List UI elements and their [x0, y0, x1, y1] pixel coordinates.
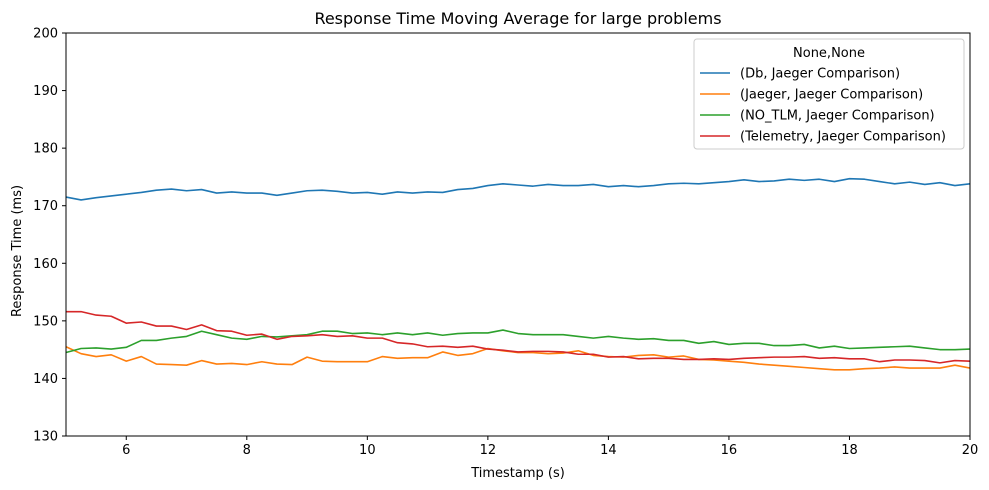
x-tick-label: 10 [359, 443, 376, 458]
chart-title: Response Time Moving Average for large p… [314, 9, 721, 28]
y-tick-label: 160 [33, 257, 58, 272]
y-tick-label: 200 [33, 27, 58, 42]
y-axis: 130 140 150 160 170 180 190 200 [33, 27, 66, 445]
legend-label-3: (Telemetry, Jaeger Comparison) [740, 130, 946, 145]
x-tick-label: 14 [600, 443, 617, 458]
series-line-2 [65, 329, 971, 354]
plot-area [65, 32, 971, 437]
x-tick-label: 8 [243, 443, 251, 458]
x-axis-title: Timestamp (s) [470, 466, 565, 481]
y-tick-label: 130 [33, 430, 58, 445]
legend-label-2: (NO_TLM, Jaeger Comparison) [740, 109, 935, 124]
legend-box [693, 38, 965, 150]
legend-items: (Db, Jaeger Comparison) (Jaeger, Jaeger C… [700, 67, 946, 145]
series-line-0 [65, 177, 971, 201]
y-tick-label: 190 [33, 84, 58, 99]
legend: None,None (Db, Jaeger Comparison) (Jaeger… [693, 38, 965, 150]
x-tick-label: 16 [721, 443, 738, 458]
y-axis-title: Response Time (ms) [10, 185, 25, 317]
y-tick-label: 150 [33, 314, 58, 329]
legend-label-0: (Db, Jaeger Comparison) [740, 67, 900, 82]
y-tick-label: 140 [33, 372, 58, 387]
y-tick-label: 170 [33, 199, 58, 214]
x-tick-label: 6 [122, 443, 130, 458]
x-tick-label: 20 [962, 443, 979, 458]
x-axis: 6 8 10 12 14 16 18 20 [122, 436, 978, 458]
legend-title: None,None [793, 46, 865, 61]
series-line-3 [66, 310, 971, 364]
x-tick-label: 18 [841, 443, 858, 458]
legend-label-1: (Jaeger, Jaeger Comparison) [740, 88, 923, 103]
plot-frame [65, 32, 971, 437]
y-tick-label: 180 [33, 142, 58, 157]
x-tick-label: 12 [480, 443, 497, 458]
